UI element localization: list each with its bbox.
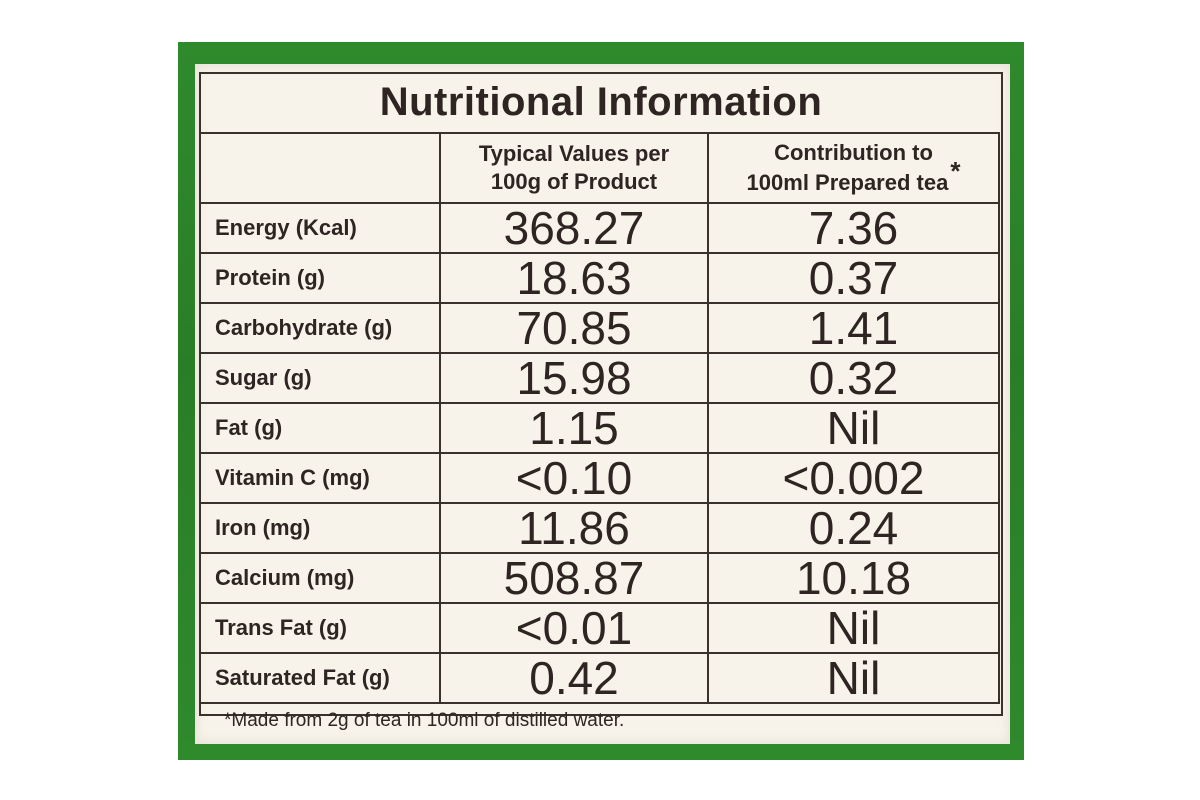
value-per-100ml: Nil: [707, 602, 1000, 654]
nutrient-name: Carbohydrate (g): [199, 302, 441, 354]
nutrient-name: Vitamin C (mg): [199, 452, 441, 504]
table-row: Energy (Kcal) 368.27 7.36: [199, 202, 1000, 254]
value-per-100g: <0.10: [439, 452, 709, 504]
table-row: Iron (mg) 11.86 0.24: [199, 502, 1000, 554]
header-typical-values: Typical Values per 100g of Product: [439, 132, 709, 204]
value-per-100ml: <0.002: [707, 452, 1000, 504]
table-row: Calcium (mg) 508.87 10.18: [199, 552, 1000, 604]
table-row: Fat (g) 1.15 Nil: [199, 402, 1000, 454]
value-per-100g: 11.86: [439, 502, 709, 554]
nutrient-name: Fat (g): [199, 402, 441, 454]
value-per-100g: 18.63: [439, 252, 709, 304]
header-contribution-line-2: 100ml Prepared tea*: [709, 157, 998, 197]
header-contribution-line-1: Contribution to: [774, 140, 933, 165]
value-per-100ml: 0.37: [707, 252, 1000, 304]
nutrient-name: Trans Fat (g): [199, 602, 441, 654]
table-row: Trans Fat (g) <0.01 Nil: [199, 602, 1000, 654]
label-title: Nutritional Information: [379, 80, 823, 124]
header-typical-line-1: Typical Values per: [478, 141, 670, 166]
value-per-100g: 368.27: [439, 202, 709, 254]
value-per-100ml: 1.41: [707, 302, 1000, 354]
value-per-100ml: 10.18: [707, 552, 1000, 604]
value-per-100g: 508.87: [439, 552, 709, 604]
value-per-100ml: Nil: [707, 652, 1000, 704]
header-blank-cell: [199, 132, 441, 204]
footnote: *Made from 2g of tea in 100ml of distill…: [224, 710, 625, 731]
value-per-100ml: Nil: [707, 402, 1000, 454]
value-per-100ml: 0.24: [707, 502, 1000, 554]
value-per-100g: 15.98: [439, 352, 709, 404]
table-row: Saturated Fat (g) 0.42 Nil: [199, 652, 1000, 704]
nutrient-name: Saturated Fat (g): [199, 652, 441, 704]
value-per-100g: 1.15: [439, 402, 709, 454]
nutrient-name: Energy (Kcal): [199, 202, 441, 254]
value-per-100g: 0.42: [439, 652, 709, 704]
value-per-100ml: 7.36: [707, 202, 1000, 254]
nutrient-name: Protein (g): [199, 252, 441, 304]
nutrient-name: Calcium (mg): [199, 552, 441, 604]
table-row: Sugar (g) 15.98 0.32: [199, 352, 1000, 404]
nutrient-name: Sugar (g): [199, 352, 441, 404]
value-per-100ml: 0.32: [707, 352, 1000, 404]
header-typical-line-2: 100g of Product: [490, 169, 658, 194]
table-row: Vitamin C (mg) <0.10 <0.002: [199, 452, 1000, 504]
table-row: Protein (g) 18.63 0.37: [199, 252, 1000, 304]
nutrition-table: Typical Values per 100g of Product Contr…: [199, 132, 1000, 704]
footnote-marker: *: [950, 156, 961, 186]
table-header-row: Typical Values per 100g of Product Contr…: [199, 132, 1000, 204]
nutrient-name: Iron (mg): [199, 502, 441, 554]
table-row: Carbohydrate (g) 70.85 1.41: [199, 302, 1000, 354]
value-per-100g: <0.01: [439, 602, 709, 654]
value-per-100g: 70.85: [439, 302, 709, 354]
header-contribution: Contribution to 100ml Prepared tea*: [707, 132, 1000, 204]
header-contribution-text-2: 100ml Prepared tea: [746, 170, 949, 195]
